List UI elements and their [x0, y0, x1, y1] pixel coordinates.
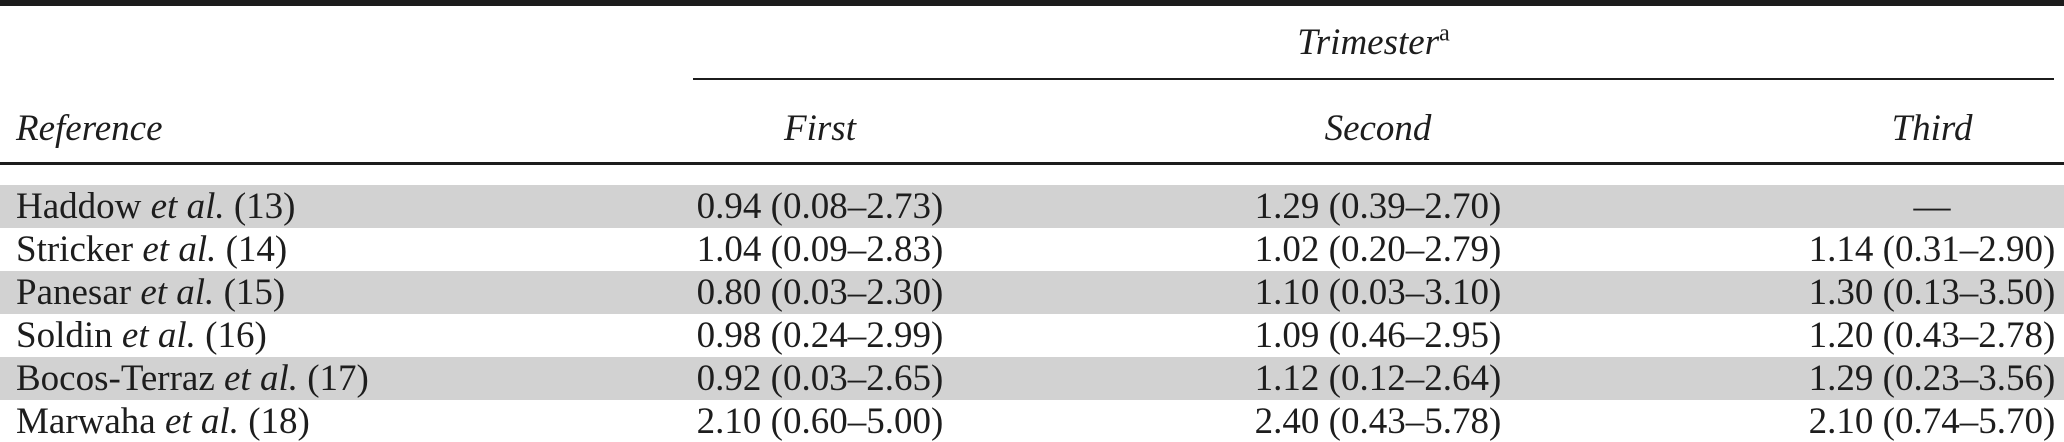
- reference-cell: Haddow et al. (13): [0, 185, 560, 228]
- author-name: Marwaha: [16, 401, 156, 442]
- author-name: Bocos-Terraz: [16, 358, 215, 399]
- author-name: Panesar: [16, 272, 132, 313]
- reference-cell: Stricker et al. (14): [0, 228, 560, 271]
- first-trimester-value: 0.94 (0.08–2.73): [560, 185, 1080, 228]
- column-header-row: Reference First Second Third: [0, 80, 2064, 165]
- second-trimester-value: 1.12 (0.12–2.64): [1080, 357, 1650, 400]
- first-trimester-value: 0.92 (0.03–2.65): [560, 357, 1080, 400]
- citation-number: (14): [225, 229, 288, 270]
- second-trimester-value: 1.09 (0.46–2.95): [1254, 315, 1502, 356]
- author-name: Soldin: [16, 315, 113, 356]
- table-row: Soldin et al. (16) 0.98 (0.24–2.99) 1.09…: [0, 314, 2064, 357]
- second-trimester-value: 1.10 (0.03–3.10): [1080, 271, 1650, 314]
- etal-text: et al.: [142, 229, 217, 270]
- reference-cell: Panesar et al. (15): [0, 271, 560, 314]
- third-trimester-value: 1.30 (0.13–3.50): [1650, 271, 2064, 314]
- first-trimester-value: 2.10 (0.60–5.00): [696, 401, 944, 442]
- column-header-second: Second: [1080, 80, 1650, 165]
- citation-number: (13): [233, 186, 296, 227]
- table-row: Haddow et al. (13) 0.94 (0.08–2.73) 1.29…: [0, 185, 2064, 228]
- author-name: Stricker: [16, 229, 134, 270]
- reference-cell: Marwaha et al. (18): [0, 400, 560, 442]
- etal-text: et al.: [164, 401, 239, 442]
- third-trimester-value: 1.29 (0.23–3.56): [1650, 357, 2064, 400]
- author-name: Haddow: [16, 186, 142, 227]
- trimester-label: Trimester: [1297, 22, 1440, 63]
- third-trimester-value: 2.10 (0.74–5.70): [1808, 401, 2056, 442]
- group-header-row: Trimestera: [0, 3, 2064, 80]
- etal-text: et al.: [121, 315, 196, 356]
- column-header-third: Third: [1650, 80, 2064, 165]
- table-row: Marwaha et al. (18) 2.10 (0.60–5.00) 2.4…: [0, 400, 2064, 442]
- column-header-reference: Reference: [0, 80, 560, 165]
- second-trimester-value: 1.29 (0.39–2.70): [1080, 185, 1650, 228]
- second-trimester-value: 1.02 (0.20–2.79): [1254, 229, 1502, 270]
- group-header-cell: Trimestera: [560, 3, 2064, 80]
- etal-text: et al.: [224, 358, 298, 399]
- citation-number: (16): [205, 315, 267, 356]
- citation-number: (18): [248, 401, 310, 442]
- first-trimester-value: 0.98 (0.24–2.99): [696, 315, 944, 356]
- etal-text: et al.: [150, 186, 225, 227]
- reference-cell: Bocos-Terraz et al. (17): [0, 357, 560, 400]
- second-trimester-value: 2.40 (0.43–5.78): [1254, 401, 1502, 442]
- trimester-group-header: Trimestera: [693, 20, 2055, 80]
- citation-number: (17): [307, 358, 369, 399]
- column-header-first: First: [560, 80, 1080, 165]
- footnote-marker-a: a: [1439, 20, 1450, 47]
- etal-text: et al.: [140, 272, 215, 313]
- third-trimester-value: 1.20 (0.43–2.78): [1808, 315, 2056, 356]
- first-trimester-value: 0.80 (0.03–2.30): [560, 271, 1080, 314]
- reference-cell: Soldin et al. (16): [0, 314, 560, 357]
- citation-number: (15): [223, 272, 286, 313]
- table-row: Panesar et al. (15) 0.80 (0.03–2.30) 1.1…: [0, 271, 2064, 314]
- first-trimester-value: 1.04 (0.09–2.83): [696, 229, 944, 270]
- table-row: Stricker et al. (14) 1.04 (0.09–2.83) 1.…: [0, 228, 2064, 271]
- third-trimester-value: —: [1650, 185, 2064, 228]
- third-trimester-value: 1.14 (0.31–2.90): [1808, 229, 2056, 270]
- group-header-empty-cell: [0, 3, 560, 80]
- table-row: Bocos-Terraz et al. (17) 0.92 (0.03–2.65…: [0, 357, 2064, 400]
- spacer-row: [0, 163, 2064, 185]
